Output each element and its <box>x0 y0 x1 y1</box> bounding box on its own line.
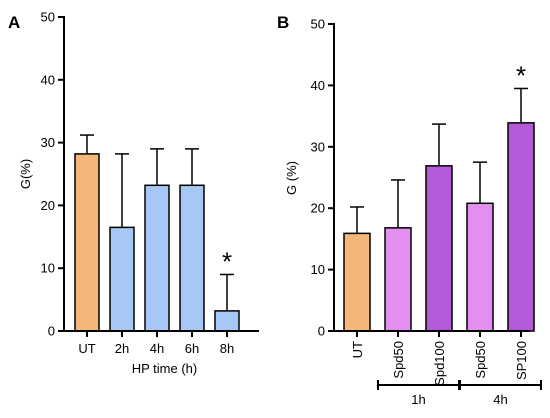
panel-a-x-tick-label: UT <box>78 341 95 356</box>
panel-a-significance-marker: * <box>222 246 232 276</box>
panel-a-bar <box>74 153 100 332</box>
panel-b-x-tick-label: Spd100 <box>432 341 447 386</box>
panel-a-x-tick-label: 2h <box>115 341 129 356</box>
panel-a-y-tick-label: 0 <box>48 324 55 339</box>
panel-b-chart: B G (%) 0 10 20 30 40 50 UT Spd50 Spd100 Spd50 * SP10… <box>277 13 542 407</box>
panel-b-y-axis-title: G (%) <box>284 161 299 195</box>
panel-b-y-tick-label: 0 <box>318 324 325 339</box>
panel-a-y-tick-label: 20 <box>41 198 55 213</box>
panel-b-significance-marker: * <box>516 60 526 90</box>
panel-b-x-tick-label: Spd50 <box>473 341 488 379</box>
panel-a-y-tick-label: 40 <box>41 72 55 87</box>
panel-a-x-tick-label: 4h <box>150 341 164 356</box>
panel-b-y-tick-label: 50 <box>311 17 325 32</box>
panel-a-y-axis-title: G(%) <box>18 159 33 189</box>
panel-a-bar <box>144 184 170 332</box>
panel-b-x-tick-label: Spd50 <box>391 341 406 379</box>
panel-b-bar <box>466 202 494 332</box>
panel-a-x-axis-title: HP time (h) <box>132 361 198 376</box>
panel-a-bar <box>109 226 135 332</box>
panel-b-y-tick-label: 10 <box>311 262 325 277</box>
panel-a-bar <box>214 310 240 332</box>
panel-a-letter: A <box>8 13 20 32</box>
panel-b-bar <box>384 227 412 332</box>
panel-a-chart: A G(%) 0 10 20 30 40 50 UT 2h 4h 6h * 8h HP time (h) <box>8 10 259 376</box>
panel-b-x-tick-label: UT <box>350 341 365 358</box>
panel-a-y-tick-label: 10 <box>41 261 55 276</box>
panel-a-y-tick-label: 50 <box>41 10 55 25</box>
panel-b-group-label: 4h <box>493 392 507 407</box>
panel-b-bar <box>507 122 535 332</box>
panel-b-letter: B <box>277 13 289 32</box>
panel-b-y-tick-label: 40 <box>311 78 325 93</box>
panel-b-y-tick-label: 30 <box>311 139 325 154</box>
panel-b-x-tick-label: SP100 <box>514 341 529 380</box>
panel-b-y-tick-label: 20 <box>311 201 325 216</box>
panel-a-y-tick-label: 30 <box>41 135 55 150</box>
panel-a-bar <box>179 184 205 332</box>
panel-b-bar <box>343 232 371 332</box>
panel-a-x-tick-label: 6h <box>185 341 199 356</box>
panel-b-group-label: 1h <box>411 392 425 407</box>
panel-a-x-tick-label: 8h <box>220 341 234 356</box>
panel-b-bar <box>425 165 453 332</box>
